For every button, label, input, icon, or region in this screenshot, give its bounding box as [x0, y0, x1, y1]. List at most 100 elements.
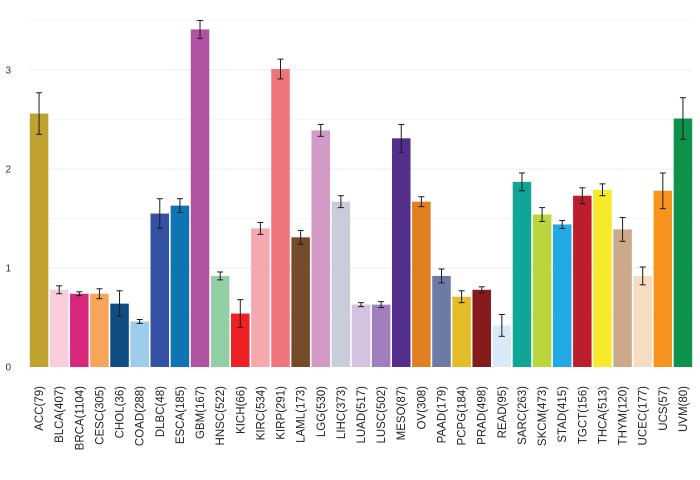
error-bar [237, 299, 244, 328]
x-tick-label: DLBC(48) [155, 386, 167, 437]
bar-coad [130, 321, 149, 367]
x-tick-label: PRAD(498) [477, 386, 489, 445]
x-tick-label: HNSC(522) [215, 386, 227, 446]
x-tick-label: SARC(263) [517, 386, 529, 445]
bar-uvm [673, 118, 693, 367]
bars [29, 29, 693, 367]
x-tick-label: ACC(79) [34, 386, 46, 431]
x-tick-label: COAD(288) [135, 386, 147, 446]
y-tick-label: 2 [5, 165, 11, 176]
bar-sarc [512, 181, 532, 367]
error-bar [197, 20, 204, 39]
bar-brca [70, 293, 89, 367]
x-tick-label: BLCA(407) [54, 386, 66, 443]
bar-blca [49, 289, 69, 367]
bar-kirc [251, 228, 270, 367]
x-tick-label: SKCM(473) [537, 386, 549, 446]
bar-chol [110, 303, 129, 367]
x-tick-label: UVM(80) [678, 386, 690, 432]
error-bar [539, 207, 546, 222]
x-tick-label: UCEC(177) [638, 386, 650, 446]
error-bar [639, 266, 646, 286]
error-bar [136, 318, 143, 324]
bar-ucs [653, 190, 673, 367]
x-tick-label: KICH(66) [235, 386, 247, 434]
bar-acc [29, 113, 49, 367]
y-tick-label: 0 [5, 363, 11, 374]
error-bars [36, 20, 686, 337]
bar-prad [472, 289, 491, 367]
bar-skcm [532, 214, 552, 367]
bar-stad [552, 224, 572, 367]
error-bar [36, 92, 43, 135]
bar-luad [351, 304, 371, 367]
error-bar [96, 288, 103, 300]
error-bar [599, 183, 606, 197]
x-tick-label: LUSC(502) [376, 386, 388, 444]
x-tick-label: ESCA(185) [175, 386, 187, 444]
error-bar [76, 291, 83, 297]
error-bar [337, 195, 344, 209]
x-axis: ACC(79) BLCA(407) BRCA(1104) CESC(305) CHOL(… [34, 386, 690, 451]
x-tick-label: LIHC(373) [336, 386, 348, 439]
bar-pcpg [452, 296, 471, 367]
x-tick-label: THYM(120) [618, 386, 630, 446]
x-tick-label: LGG(530) [316, 386, 328, 437]
bar-paad [432, 275, 451, 367]
x-tick-label: CESC(305) [94, 386, 106, 445]
error-bar [358, 302, 364, 308]
x-tick-label: LUAD(517) [356, 386, 368, 444]
bar-hnsc [210, 275, 230, 367]
bar-cesc [90, 293, 109, 367]
error-bar [378, 301, 385, 309]
x-tick-label: TGCT(156) [577, 386, 589, 444]
y-tick-label: 3 [5, 66, 11, 77]
bar-kich [231, 313, 250, 367]
error-bar [418, 196, 425, 208]
error-bar [679, 97, 686, 140]
grid-lines [29, 20, 693, 318]
x-tick-label: THCA(513) [597, 386, 609, 444]
x-tick-label: MESO(87) [396, 386, 408, 440]
error-bar [518, 172, 525, 192]
x-tick-label: BRCA(1104) [74, 386, 86, 451]
x-tick-label: CHOL(36) [115, 386, 127, 439]
x-tick-label: PCPG(184) [457, 386, 469, 446]
x-tick-label: READ(95) [497, 386, 509, 439]
bar-dlbc [150, 213, 170, 367]
error-bar [559, 219, 566, 229]
error-bar [579, 187, 586, 205]
error-bar [217, 271, 224, 281]
error-bar [458, 290, 465, 304]
error-bar [297, 229, 304, 245]
bar-thym [613, 229, 632, 367]
bar-gbm [190, 29, 210, 367]
bar-read [492, 325, 512, 367]
error-bar [619, 217, 626, 242]
error-bar [398, 123, 405, 153]
bar-ov [412, 201, 431, 367]
error-bar [478, 286, 485, 294]
x-tick-label: UCS(57) [658, 386, 670, 431]
error-bar [438, 268, 445, 284]
x-tick-label: STAD(415) [557, 386, 569, 443]
error-bar [156, 198, 163, 229]
error-bar [116, 290, 123, 318]
bar-kirp [271, 69, 290, 367]
error-bar [317, 123, 324, 137]
x-tick-label: KIRP(291) [276, 386, 288, 440]
bar-laml [291, 237, 310, 367]
bar-tgct [573, 195, 592, 367]
bar-lusc [371, 304, 391, 367]
error-bar [498, 314, 505, 337]
error-bar [176, 198, 183, 214]
bar-thca [593, 189, 612, 367]
error-bar [257, 221, 264, 235]
error-bar [277, 58, 284, 80]
error-bar [659, 172, 666, 210]
x-tick-label: PAAD(179) [436, 386, 448, 443]
x-tick-label: KIRC(534) [255, 386, 267, 440]
x-tick-label: OV(308) [416, 386, 428, 430]
bar-meso [391, 138, 411, 367]
